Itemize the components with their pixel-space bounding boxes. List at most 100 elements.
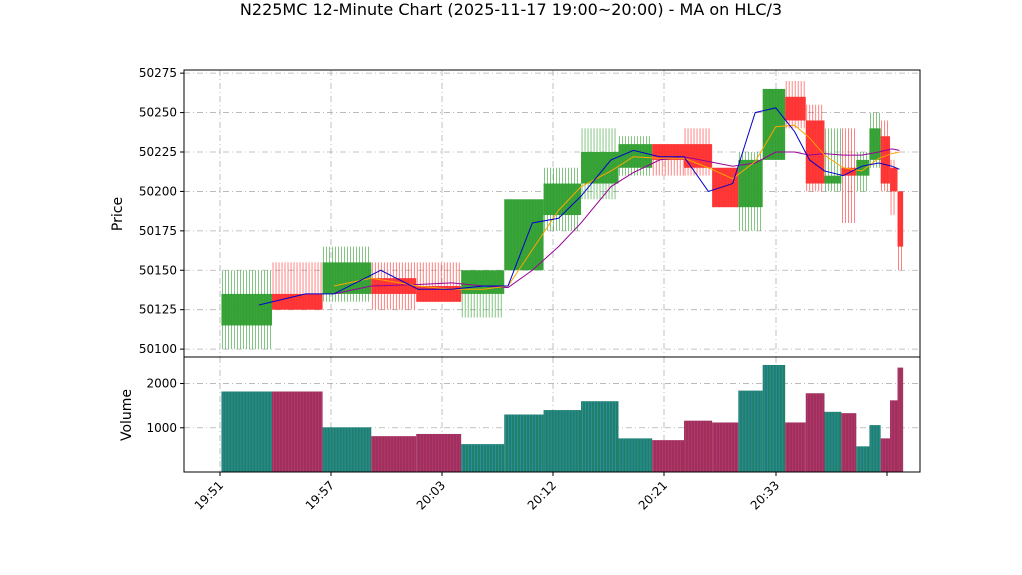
candle-body (272, 293, 323, 310)
price-tick-label: 50275 (139, 66, 177, 80)
candle-up (322, 246, 372, 302)
time-tick-label: 20:12 (525, 478, 559, 512)
price-grid (184, 70, 920, 357)
volume-bar-fill (461, 444, 505, 472)
volume-bar (618, 438, 653, 472)
volume-bar-fill (762, 364, 786, 472)
candle-body (684, 144, 713, 168)
volume-bar (416, 433, 462, 472)
candle-body (504, 199, 544, 271)
candle-down (805, 104, 825, 192)
candle-body (221, 293, 273, 326)
volume-bar (461, 444, 505, 472)
candle-body (543, 183, 582, 216)
ma-fast-line (258, 107, 900, 306)
volume-bar-fill (890, 400, 898, 472)
price-tick-label: 50250 (139, 106, 177, 120)
candle-body (652, 144, 685, 160)
time-tick-label: 19:57 (303, 478, 337, 512)
volume-bar-fill (581, 401, 619, 472)
volume-bar-fill (856, 446, 870, 472)
time-tick-label: 20:33 (748, 478, 782, 512)
volume-bar (762, 364, 786, 472)
volume-bar (785, 422, 806, 472)
candle-down (785, 81, 806, 129)
volume-bar (504, 414, 544, 472)
volume-axis-label: Volume (119, 389, 135, 441)
candle-down (712, 167, 739, 208)
candle-body (869, 128, 881, 160)
chart-title: N225MC 12-Minute Chart (2025-11-17 19:00… (239, 0, 783, 19)
candle-up (461, 270, 505, 318)
volume-bar-fill (824, 411, 842, 472)
candle-up (504, 199, 544, 271)
volume-bar (221, 391, 273, 472)
price-tick-label: 50225 (139, 145, 177, 159)
volume-bar-fill (652, 440, 685, 472)
candle-up (856, 152, 870, 192)
volume-bar (652, 440, 685, 472)
candle-up (824, 128, 842, 192)
volume-bar (869, 425, 881, 472)
candle-body (762, 88, 786, 160)
volume-bar (856, 446, 870, 472)
volume-panel-frame (183, 356, 921, 473)
volume-bar (543, 410, 582, 472)
price-tick-label: 50200 (139, 184, 177, 198)
volume-bar-fill (869, 425, 881, 472)
time-tick-label: 20:21 (636, 478, 670, 512)
ma-mid-line (333, 124, 900, 290)
volume-bar (824, 411, 842, 472)
candle-up (618, 136, 653, 176)
volume-tick-label: 2000 (146, 377, 177, 391)
candle-down (416, 262, 462, 302)
candle-body (785, 96, 806, 121)
candle-down (272, 262, 323, 310)
candle-up (762, 88, 786, 160)
volume-bar (841, 413, 857, 472)
volume-bar (371, 436, 417, 472)
candle-body (618, 144, 653, 168)
volume-bar-fill (618, 438, 653, 472)
price-tick-label: 50150 (139, 263, 177, 277)
candle-down (684, 128, 713, 176)
price-tick-label: 50100 (139, 342, 177, 356)
candle-body (856, 159, 870, 176)
candle-down (890, 159, 898, 216)
volume-bar (272, 391, 323, 472)
candle-body (897, 191, 904, 247)
volume-bar (897, 367, 904, 472)
volume-bar-fill (897, 367, 904, 472)
volume-bar (880, 438, 891, 472)
candle-up (869, 112, 881, 168)
candle-up (543, 167, 582, 231)
candle-body (841, 167, 857, 176)
candle-body (738, 159, 763, 208)
candle-body (824, 175, 842, 184)
volume-bar (684, 420, 713, 472)
candle-body (880, 136, 891, 184)
candle-down (652, 144, 685, 176)
candle-body (461, 270, 505, 294)
candle-down (897, 191, 904, 271)
time-tick-label: 20:03 (414, 478, 448, 512)
volume-bar (805, 393, 825, 472)
candle-body (581, 152, 619, 184)
candle-body (322, 262, 372, 294)
volume-marks (221, 364, 904, 472)
volume-bar (322, 427, 372, 472)
time-tick-label: 19:51 (192, 478, 226, 512)
candle-up (581, 128, 619, 200)
volume-bar (738, 390, 763, 472)
candle-body (712, 167, 739, 208)
candle-body (890, 167, 898, 192)
candle-down (841, 128, 857, 223)
candle-body (416, 286, 462, 302)
volume-bar (712, 422, 739, 472)
volume-tick-label: 1000 (146, 421, 177, 435)
moving-average-lines (258, 107, 900, 306)
volume-bar (581, 401, 619, 472)
volume-bar-fill (543, 410, 582, 472)
volume-bar (890, 400, 898, 472)
